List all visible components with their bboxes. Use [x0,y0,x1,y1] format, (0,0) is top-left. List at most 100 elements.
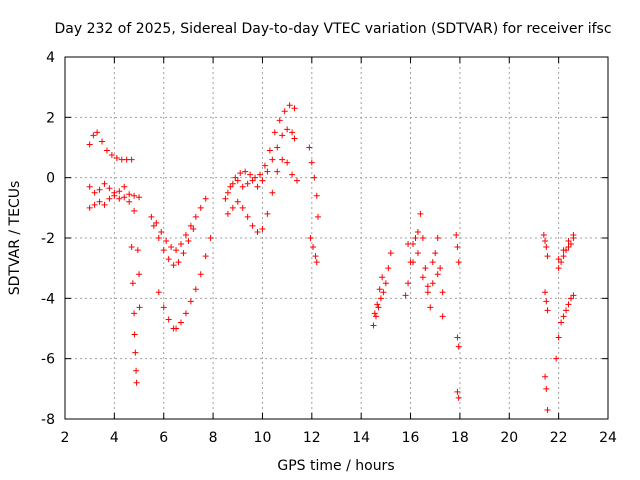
data-point [560,313,567,320]
data-point [570,235,577,241]
data-point [422,265,429,272]
series-arc-8c [555,235,577,272]
data-point [99,138,106,145]
data-point [543,385,550,392]
data-point [254,183,261,190]
data-point [197,204,204,211]
data-point [455,343,462,350]
x-tick-label: 10 [254,430,272,446]
series-arc-2-upper [148,195,209,254]
data-point [543,244,550,251]
x-tick-labels: 2 4 6 8 10 12 14 16 18 20 22 24 [61,430,617,446]
data-point [570,292,577,299]
data-point [128,244,135,251]
x-tick-label: 12 [303,430,321,446]
data-point [380,289,387,296]
data-point [279,132,286,139]
data-point [276,117,283,124]
data-point [429,280,436,287]
data-point [312,253,319,260]
data-point [313,192,320,199]
data-point [121,194,128,201]
data-point [284,159,291,166]
data-point [274,144,281,151]
data-point [129,280,136,287]
data-point [542,373,549,380]
data-point [136,271,143,278]
series-arc-8a [540,231,551,413]
data-point [454,334,461,341]
data-point [136,304,143,311]
data-point [405,241,412,248]
data-point [558,319,565,326]
x-tick-label: 8 [209,430,218,446]
x-tick-label: 24 [599,430,617,446]
data-point [371,310,378,317]
data-point [555,265,562,272]
data-point [190,225,197,232]
data-point [131,310,138,317]
series-arc-1-upper [86,129,135,163]
data-point [108,152,115,159]
data-point [91,189,98,196]
series-arc-8b [553,231,577,362]
data-point [264,168,271,175]
data-point [256,171,263,178]
data-point [370,322,377,329]
grid [65,57,608,419]
series-arc-7 [453,231,462,401]
data-point [165,256,172,263]
data-point [197,271,204,278]
data-point [555,334,562,341]
data-point [178,319,185,326]
series-arc-2-middle [150,222,197,269]
x-axis-label: GPS time / hours [277,458,394,474]
data-point [279,156,286,163]
data-point [264,210,271,217]
data-point [182,231,189,238]
data-point [249,177,256,184]
data-point [377,295,384,302]
data-point [307,235,314,241]
data-point [412,235,419,241]
data-point [432,250,439,257]
x-tick-label: 4 [110,430,119,446]
x-tick-label: 2 [61,430,70,446]
data-point [286,102,293,109]
data-point [101,201,108,208]
data-point [178,241,185,248]
data-point [207,235,214,241]
data-point [242,168,249,175]
data-point [269,156,276,163]
series-arc-5 [370,250,394,329]
y-tick-label: -2 [41,231,55,247]
data-point [558,259,565,266]
data-point [417,210,424,217]
data-point [202,253,209,260]
data-point [229,180,236,187]
data-point [227,183,234,190]
data-point [437,265,444,272]
data-point [173,325,180,332]
data-point [310,244,317,251]
data-point [259,225,266,232]
data-point [374,301,381,308]
data-point [311,174,318,181]
data-point [187,298,194,305]
data-point [252,174,259,181]
data-point [555,256,562,263]
data-point [284,126,291,133]
data-point [543,298,550,305]
x-tick-label: 22 [550,430,568,446]
data-point [281,108,288,115]
series-arc-3-middle [224,126,298,196]
data-point [565,238,572,245]
data-point [173,247,180,254]
data-point [224,189,231,196]
data-point [134,247,141,254]
data-point [192,213,199,220]
series-arc-1-lower [86,192,138,214]
data-point [131,331,138,338]
data-point [419,274,426,281]
